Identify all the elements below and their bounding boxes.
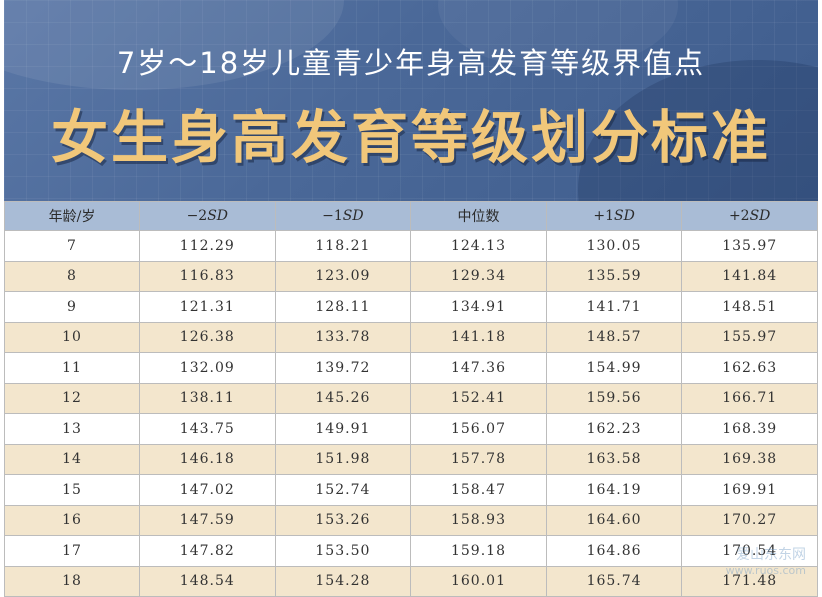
height-value-cell: 162.63 <box>681 352 818 384</box>
height-value-cell: 169.38 <box>681 443 818 475</box>
height-value-cell: 149.91 <box>274 413 412 445</box>
height-value-cell: 134.91 <box>410 291 547 323</box>
age-cell: 18 <box>4 565 140 597</box>
height-value-cell: 153.50 <box>274 535 412 567</box>
height-value-cell: 158.47 <box>410 474 547 506</box>
height-value-cell: 157.78 <box>410 443 547 475</box>
height-value-cell: 147.59 <box>139 504 276 536</box>
height-value-cell: 138.11 <box>139 382 276 414</box>
height-value-cell: 147.02 <box>139 474 276 506</box>
height-value-cell: 132.09 <box>139 352 276 384</box>
table-row: 18 148.54 154.28 160.01 165.74 171.48 <box>4 565 818 597</box>
age-cell: 7 <box>4 230 140 262</box>
table-row: 17 147.82 153.50 159.18 164.86 170.54 <box>4 535 818 567</box>
height-value-cell: 135.97 <box>681 230 818 262</box>
column-header-plus2sd: +2SD <box>681 201 818 231</box>
age-cell: 10 <box>4 321 140 353</box>
height-value-cell: 148.54 <box>139 565 276 597</box>
height-value-cell: 165.74 <box>545 565 683 597</box>
height-value-cell: 170.27 <box>681 504 818 536</box>
height-value-cell: 129.34 <box>410 260 547 292</box>
height-value-cell: 148.57 <box>545 321 683 353</box>
height-value-cell: 139.72 <box>274 352 412 384</box>
height-value-cell: 162.23 <box>545 413 683 445</box>
height-value-cell: 147.82 <box>139 535 276 567</box>
height-value-cell: 164.60 <box>545 504 683 536</box>
table-row: 16 147.59 153.26 158.93 164.60 170.27 <box>4 504 818 536</box>
table-row: 15 147.02 152.74 158.47 164.19 169.91 <box>4 474 818 506</box>
height-value-cell: 171.48 <box>681 565 818 597</box>
height-value-cell: 158.93 <box>410 504 547 536</box>
height-value-cell: 153.26 <box>274 504 412 536</box>
age-cell: 16 <box>4 504 140 536</box>
column-header-median: 中位数 <box>410 201 547 231</box>
banner-grid-texture <box>4 0 818 201</box>
height-value-cell: 133.78 <box>274 321 412 353</box>
page-subtitle: 7岁～18岁儿童青少年身高发育等级界值点 <box>116 46 706 80</box>
age-cell: 15 <box>4 474 140 506</box>
height-value-cell: 130.05 <box>545 230 683 262</box>
height-value-cell: 148.51 <box>681 291 818 323</box>
table-row: 8 116.83 123.09 129.34 135.59 141.84 <box>4 260 818 292</box>
age-cell: 12 <box>4 382 140 414</box>
age-cell: 8 <box>4 260 140 292</box>
table-row: 13 143.75 149.91 156.07 162.23 168.39 <box>4 413 818 445</box>
height-value-cell: 116.83 <box>139 260 276 292</box>
header-banner: 7岁～18岁儿童青少年身高发育等级界值点 女生身高发育等级划分标准 <box>4 0 818 201</box>
height-value-cell: 169.91 <box>681 474 818 506</box>
column-header-plus1sd: +1SD <box>545 201 683 231</box>
height-value-cell: 164.19 <box>545 474 683 506</box>
age-cell: 11 <box>4 352 140 384</box>
height-value-cell: 170.54 <box>681 535 818 567</box>
table-header-row: 年龄/岁 −2SD −1SD 中位数 +1SD +2SD <box>4 201 818 231</box>
height-value-cell: 112.29 <box>139 230 276 262</box>
height-value-cell: 160.01 <box>410 565 547 597</box>
height-value-cell: 141.71 <box>545 291 683 323</box>
height-grade-table: 年龄/岁 −2SD −1SD 中位数 +1SD +2SD 7 112.29 118.… <box>4 201 818 597</box>
height-value-cell: 143.75 <box>139 413 276 445</box>
column-header-age: 年龄/岁 <box>4 201 140 231</box>
table-row: 12 138.11 145.26 152.41 159.56 166.71 <box>4 382 818 414</box>
table-row: 11 132.09 139.72 147.36 154.99 162.63 <box>4 352 818 384</box>
age-cell: 14 <box>4 443 140 475</box>
height-value-cell: 141.84 <box>681 260 818 292</box>
table-row: 14 146.18 151.98 157.78 163.58 169.38 <box>4 443 818 475</box>
height-value-cell: 147.36 <box>410 352 547 384</box>
height-value-cell: 154.28 <box>274 565 412 597</box>
height-value-cell: 124.13 <box>410 230 547 262</box>
table-row: 9 121.31 128.11 134.91 141.71 148.51 <box>4 291 818 323</box>
height-value-cell: 118.21 <box>274 230 412 262</box>
height-value-cell: 123.09 <box>274 260 412 292</box>
height-value-cell: 159.56 <box>545 382 683 414</box>
height-value-cell: 168.39 <box>681 413 818 445</box>
age-cell: 17 <box>4 535 140 567</box>
height-value-cell: 121.31 <box>139 291 276 323</box>
height-value-cell: 156.07 <box>410 413 547 445</box>
height-value-cell: 159.18 <box>410 535 547 567</box>
table-row: 7 112.29 118.21 124.13 130.05 135.97 <box>4 230 818 262</box>
height-value-cell: 151.98 <box>274 443 412 475</box>
column-header-minus2sd: −2SD <box>139 201 276 231</box>
height-value-cell: 163.58 <box>545 443 683 475</box>
height-value-cell: 141.18 <box>410 321 547 353</box>
height-value-cell: 145.26 <box>274 382 412 414</box>
height-value-cell: 154.99 <box>545 352 683 384</box>
height-value-cell: 152.74 <box>274 474 412 506</box>
age-cell: 9 <box>4 291 140 323</box>
height-value-cell: 135.59 <box>545 260 683 292</box>
height-value-cell: 128.11 <box>274 291 412 323</box>
height-value-cell: 146.18 <box>139 443 276 475</box>
table-row: 10 126.38 133.78 141.18 148.57 155.97 <box>4 321 818 353</box>
age-cell: 13 <box>4 413 140 445</box>
page-title: 女生身高发育等级划分标准 <box>51 105 771 171</box>
height-value-cell: 166.71 <box>681 382 818 414</box>
height-value-cell: 152.41 <box>410 382 547 414</box>
column-header-minus1sd: −1SD <box>274 201 412 231</box>
height-value-cell: 164.86 <box>545 535 683 567</box>
height-value-cell: 155.97 <box>681 321 818 353</box>
height-value-cell: 126.38 <box>139 321 276 353</box>
